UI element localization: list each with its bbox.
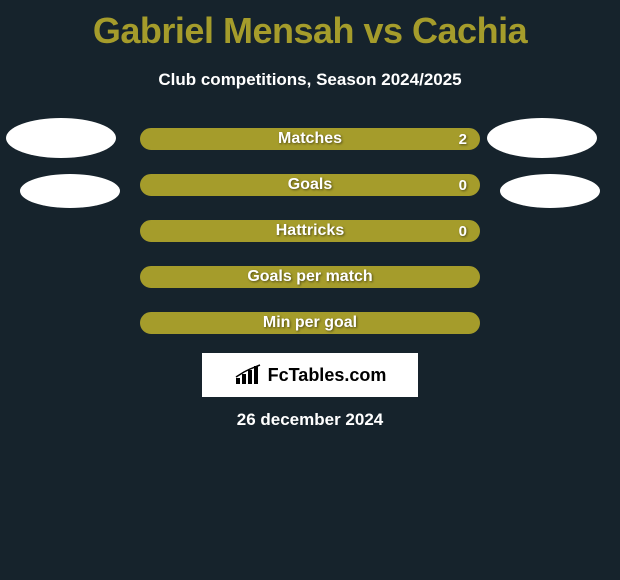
stat-value: 0 [459, 223, 467, 240]
stat-label: Matches [278, 130, 342, 148]
comparison-title: Gabriel Mensah vs Cachia [0, 0, 620, 52]
stat-value: 2 [459, 131, 467, 148]
snapshot-date: 26 december 2024 [0, 410, 620, 430]
stat-label: Goals [288, 176, 332, 194]
stat-value: 0 [459, 177, 467, 194]
stat-row: Matches 2 [140, 128, 480, 150]
player-placeholder-top_right [487, 118, 597, 158]
branding-box: FcTables.com [202, 353, 418, 397]
stat-row: Min per goal [140, 312, 480, 334]
comparison-subtitle: Club competitions, Season 2024/2025 [0, 70, 620, 90]
player-placeholder-mid_left [20, 174, 120, 208]
stat-label: Hattricks [276, 222, 344, 240]
stat-row: Goals 0 [140, 174, 480, 196]
stat-row: Hattricks 0 [140, 220, 480, 242]
stats-container: Matches 2 Goals 0 Hattricks 0 Goals per match M… [140, 128, 480, 358]
branding-label: FcTables.com [268, 365, 387, 386]
chart-bars-icon [234, 364, 262, 386]
stat-row: Goals per match [140, 266, 480, 288]
player-placeholder-top_left [6, 118, 116, 158]
player-placeholder-mid_right [500, 174, 600, 208]
stat-label: Min per goal [263, 314, 357, 332]
stat-label: Goals per match [247, 268, 372, 286]
